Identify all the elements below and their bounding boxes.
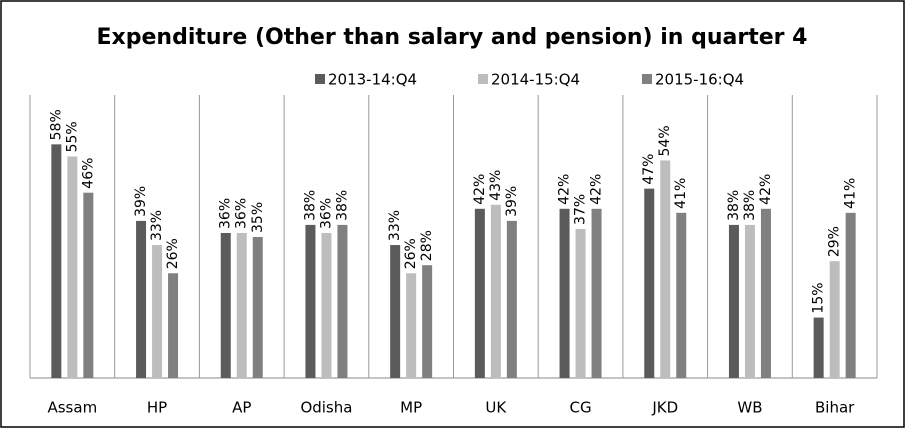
value-label: 39% <box>504 186 520 217</box>
legend-label: 2014-15:Q4 <box>491 71 580 89</box>
bar <box>829 261 840 378</box>
value-label: 41% <box>843 178 859 209</box>
bar <box>559 208 570 378</box>
x-tick-label: Assam <box>47 399 97 417</box>
bar <box>152 245 163 378</box>
x-tick-label: UK <box>485 399 507 417</box>
value-label: 33% <box>387 210 403 241</box>
value-label: 55% <box>64 121 80 152</box>
bar <box>575 228 586 378</box>
bar <box>390 245 401 378</box>
x-tick-label: CG <box>569 399 591 417</box>
x-tick-label: WB <box>737 399 762 417</box>
bar <box>236 232 247 378</box>
value-label: 36% <box>234 198 250 229</box>
bar <box>67 156 78 378</box>
value-label: 43% <box>488 170 504 201</box>
bar <box>591 208 602 378</box>
value-label: 58% <box>48 109 64 140</box>
value-label: 42% <box>589 174 605 205</box>
bar <box>305 224 316 378</box>
bar <box>474 208 485 378</box>
value-label: 39% <box>133 186 149 217</box>
value-label: 15% <box>811 282 827 313</box>
value-label: 33% <box>149 210 165 241</box>
legend-label: 2015-16:Q4 <box>655 71 744 89</box>
bar <box>406 273 417 378</box>
value-label: 29% <box>827 226 843 257</box>
bar <box>422 265 433 378</box>
x-tick-label: AP <box>232 399 251 417</box>
x-tick-label: JKD <box>651 399 678 417</box>
value-label: 36% <box>318 198 334 229</box>
value-label: 42% <box>758 174 774 205</box>
bar <box>660 160 671 378</box>
value-label: 38% <box>726 190 742 221</box>
x-tick-label: HP <box>147 399 167 417</box>
bar <box>252 237 263 378</box>
value-label: 38% <box>334 190 350 221</box>
bar <box>676 212 687 378</box>
bar <box>845 212 856 378</box>
bar <box>506 220 517 378</box>
value-label: 47% <box>641 154 657 185</box>
value-label: 42% <box>472 174 488 205</box>
bar <box>168 273 179 378</box>
value-label: 38% <box>302 190 318 221</box>
bar <box>644 188 655 378</box>
chart-title: Expenditure (Other than salary and pensi… <box>97 25 808 50</box>
bar <box>760 208 771 378</box>
bar <box>744 224 755 378</box>
value-label: 54% <box>657 125 673 156</box>
legend-label: 2013-14:Q4 <box>328 71 417 89</box>
bar <box>813 317 824 378</box>
value-label: 42% <box>557 174 573 205</box>
bar <box>337 224 348 378</box>
value-label: 37% <box>573 194 589 225</box>
value-label: 46% <box>80 158 96 189</box>
bar <box>51 144 62 378</box>
bar <box>83 192 94 378</box>
x-tick-label: MP <box>400 399 422 417</box>
value-label: 41% <box>673 178 689 209</box>
value-label: 28% <box>419 230 435 261</box>
value-label: 35% <box>250 202 266 233</box>
value-label: 26% <box>165 238 181 269</box>
bar <box>490 204 501 378</box>
legend-swatch <box>478 74 488 84</box>
bar <box>136 220 147 378</box>
x-tick-label: Bihar <box>815 399 855 417</box>
legend-swatch <box>642 74 652 84</box>
bar <box>321 232 332 378</box>
bar <box>728 224 739 378</box>
value-label: 26% <box>403 238 419 269</box>
x-tick-label: Odisha <box>300 399 352 417</box>
value-label: 36% <box>218 198 234 229</box>
value-label: 38% <box>742 190 758 221</box>
bar <box>220 232 231 378</box>
legend-swatch <box>315 74 325 84</box>
